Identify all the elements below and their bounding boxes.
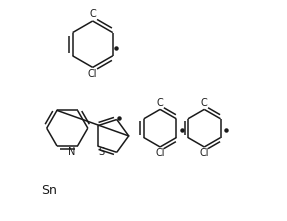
Text: C: C: [89, 9, 96, 19]
Text: N: N: [68, 147, 76, 157]
Text: Cl: Cl: [155, 148, 165, 158]
Text: Sn: Sn: [41, 184, 57, 197]
Text: Cl: Cl: [88, 69, 97, 78]
Text: S: S: [99, 147, 105, 157]
Text: Cl: Cl: [199, 148, 209, 158]
Text: C: C: [201, 98, 208, 108]
Text: C: C: [157, 98, 164, 108]
